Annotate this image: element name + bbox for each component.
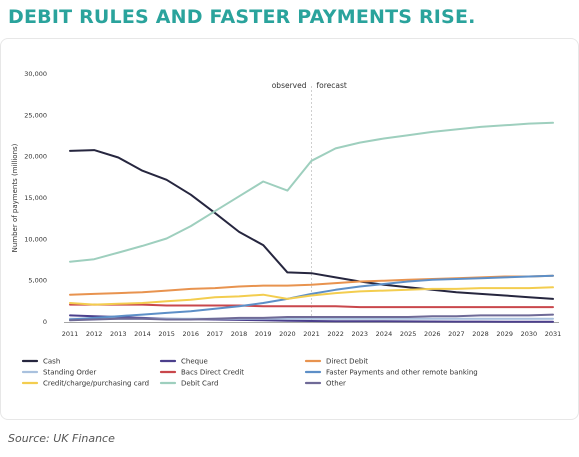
y-tick-label: 0: [43, 318, 47, 326]
legend-label-debit-card: Debit Card: [181, 380, 218, 388]
series-line-credit-charge-purchasing-card: [69, 286, 554, 306]
line-chart: 0 5,000 10,000 15,000 20,000 25,000 30,000 2011…: [11, 70, 562, 388]
series-line-faster-payments-and-other-remote-banking: [69, 274, 554, 321]
series-line-bacs-direct-credit: [69, 303, 554, 309]
x-tick-label: 2016: [182, 330, 199, 338]
observed-label: observed: [272, 81, 307, 90]
x-tick-label: 2020: [279, 330, 296, 338]
legend-label-faster-payments-and-other-remote-banking: Faster Payments and other remote banking: [326, 369, 478, 377]
legend-label-standing-order: Standing Order: [43, 369, 96, 377]
y-tick-label: 25,000: [24, 111, 47, 119]
x-tick-label: 2015: [158, 330, 175, 338]
series-line-cash: [69, 149, 554, 300]
x-tick-label: 2026: [424, 330, 441, 338]
x-tick-label: 2031: [545, 330, 562, 338]
y-tick-label: 15,000: [24, 194, 47, 202]
page-title: DEBIT RULES AND FASTER PAYMENTS RISE.: [8, 6, 476, 28]
x-tick-label: 2012: [86, 330, 103, 338]
x-tick-label: 2021: [303, 330, 320, 338]
series-line-other: [69, 313, 554, 322]
y-tick-label: 30,000: [24, 70, 47, 78]
x-tick-label: 2018: [231, 330, 248, 338]
x-tick-label: 2027: [448, 330, 465, 338]
legend-label-cheque: Cheque: [181, 358, 208, 366]
x-tick-label: 2014: [134, 330, 151, 338]
x-tick-label: 2025: [400, 330, 417, 338]
legend-label-bacs-direct-credit: Bacs Direct Credit: [181, 369, 244, 377]
y-axis-label: Number of payments (millions): [11, 143, 19, 252]
legend-label-direct-debit: Direct Debit: [326, 358, 368, 366]
x-tick-label: 2030: [521, 330, 538, 338]
legend-label-cash: Cash: [43, 358, 60, 366]
y-tick-label: 5,000: [28, 277, 47, 285]
x-tick-label: 2023: [352, 330, 369, 338]
x-tick-label: 2029: [496, 330, 513, 338]
legend-label-other: Other: [326, 380, 346, 388]
y-tick-label: 10,000: [24, 235, 47, 243]
chart-panel: 0 5,000 10,000 15,000 20,000 25,000 30,000 2011…: [0, 38, 579, 420]
x-tick-label: 2019: [255, 330, 272, 338]
source-note: Source: UK Finance: [8, 432, 115, 445]
legend-label-credit-charge-purchasing-card: Credit/charge/purchasing card: [43, 380, 149, 388]
x-tick-label: 2017: [207, 330, 224, 338]
x-tick-label: 2011: [62, 330, 79, 338]
x-tick-label: 2028: [472, 330, 489, 338]
x-tick-label: 2022: [327, 330, 344, 338]
y-tick-label: 20,000: [24, 153, 47, 161]
x-tick-label: 2024: [376, 330, 393, 338]
x-tick-label: 2013: [110, 330, 127, 338]
forecast-label: forecast: [317, 81, 347, 90]
series-line-debit-card: [69, 121, 554, 263]
